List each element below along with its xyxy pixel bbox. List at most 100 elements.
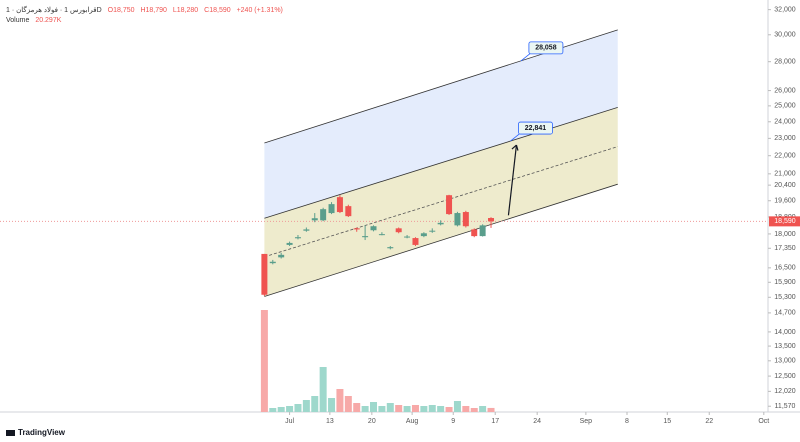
brand: TradingView [6, 428, 65, 437]
volume-bar [378, 406, 386, 412]
y-tick-label: 26,000 [774, 87, 796, 94]
candle-body [278, 254, 285, 258]
x-tick-label: 15 [663, 418, 671, 425]
y-tick-label: 28,000 [774, 59, 796, 66]
x-tick-label: Oct [758, 418, 769, 425]
y-tick-label: 12,500 [774, 373, 796, 380]
candle-body [479, 225, 486, 237]
annotation-label: 22,841 [525, 125, 547, 132]
candle-body [336, 197, 343, 213]
y-tick-label: 22,000 [774, 153, 796, 160]
candle-body [261, 253, 268, 295]
candle-body [378, 234, 385, 236]
volume-bar [361, 406, 369, 412]
change: +240 (+1.31%) [236, 7, 283, 14]
volume-bar [319, 367, 327, 412]
volume-bar [411, 405, 419, 412]
candle-body [488, 218, 495, 222]
y-tick-label: 32,000 [774, 6, 796, 13]
header: قرابورس 1 · فولاد هرمزگان · 1D O18,750 H… [6, 6, 287, 26]
candle-body [311, 218, 318, 221]
volume-bar [386, 403, 394, 412]
y-tick-label: 15,300 [774, 294, 796, 301]
candle-body [446, 195, 453, 215]
candle-body [362, 236, 369, 238]
volume-bar [403, 406, 411, 412]
candle-body [353, 228, 360, 230]
channel-line [264, 107, 618, 219]
x-tick-label: 20 [368, 418, 376, 425]
y-tick-label: 30,000 [774, 32, 796, 39]
last-price-label: 18,590 [774, 218, 796, 225]
y-tick-label: 25,000 [774, 103, 796, 110]
y-tick-label: 16,500 [774, 265, 796, 272]
channel-upper-band [264, 29, 618, 219]
y-tick-label: 18,000 [774, 231, 796, 238]
volume-bar [453, 401, 461, 412]
y-tick-label: 15,900 [774, 279, 796, 286]
candle-body [437, 222, 444, 225]
volume-bar [479, 406, 487, 412]
volume-bar [294, 404, 302, 412]
x-tick-label: 22 [705, 418, 713, 425]
y-tick-label: 21,000 [774, 171, 796, 178]
volume-bar [353, 403, 361, 412]
ohlc-high: H18,790 [140, 7, 167, 14]
candle-body [294, 237, 301, 239]
volume-value: 20.297K [35, 17, 62, 24]
candle-body [429, 230, 436, 232]
volume-bar [336, 389, 344, 412]
channel-line [264, 183, 618, 297]
x-tick-label: Aug [406, 418, 419, 425]
candle-body [303, 229, 310, 231]
volume-bar [328, 398, 336, 412]
arrow [507, 145, 518, 216]
annotation-box [518, 121, 553, 135]
arrow-head [511, 144, 519, 151]
y-tick-label: 23,000 [774, 135, 796, 142]
y-tick-label: 14,700 [774, 310, 796, 317]
logo [6, 429, 15, 436]
candle-body [387, 247, 394, 249]
y-tick-label: 24,000 [774, 119, 796, 126]
y-tick-label: 13,000 [774, 358, 796, 365]
volume-bar [470, 408, 478, 412]
volume-bar [487, 407, 495, 412]
volume-bar [445, 407, 453, 412]
volume-title: Volume [6, 17, 30, 24]
volume-row: Volume 20.297K [6, 16, 287, 26]
brand-name: TradingView [18, 428, 65, 437]
x-tick-label: 24 [533, 418, 541, 425]
candle-body [370, 226, 377, 231]
y-tick-label: 13,500 [774, 343, 796, 350]
y-tick-label: 11,570 [775, 403, 796, 410]
volume-bar [269, 408, 277, 412]
header-row: قرابورس 1 · فولاد هرمزگان · 1D O18,750 H… [6, 6, 287, 16]
volume-bar [311, 396, 319, 412]
ohlc-open: O18,750 [107, 7, 135, 14]
volume-bar [302, 400, 310, 412]
x-tick-label: 8 [625, 418, 629, 425]
x-tick-label: Jul [285, 418, 294, 425]
volume-bar [395, 405, 403, 412]
candle-body [412, 238, 419, 245]
volume-bar [344, 396, 352, 412]
x-tick-label: Sep [580, 418, 593, 425]
annotation-leader [510, 132, 521, 142]
volume-bar [370, 402, 378, 412]
y-tick-label: 12,020 [774, 388, 796, 395]
volume-bar [260, 310, 268, 412]
volume-bar [277, 407, 285, 412]
annotation-leader [520, 52, 532, 62]
y-tick-label: 20,400 [774, 182, 796, 189]
volume-bar [437, 406, 445, 412]
volume-bar [428, 405, 436, 412]
x-tick-label: 17 [491, 418, 499, 425]
annotation-box [528, 41, 564, 55]
candle-body [320, 209, 327, 221]
volume-bar [462, 406, 470, 412]
candle-body [462, 212, 469, 227]
y-tick-label: 14,000 [774, 329, 796, 336]
